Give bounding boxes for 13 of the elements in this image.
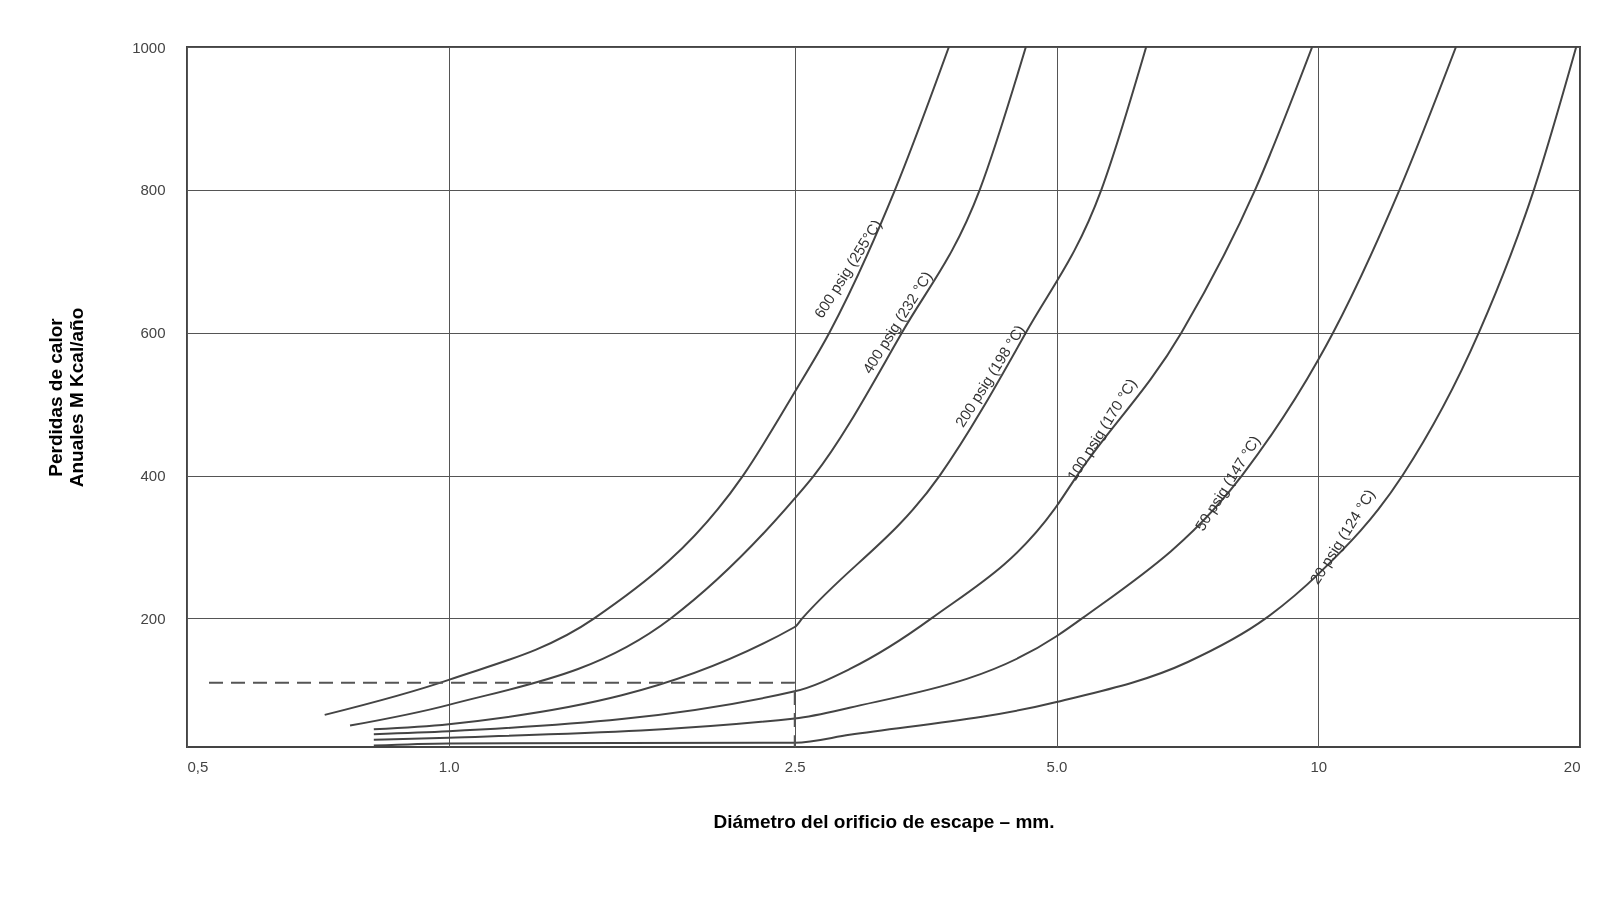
y-tick-label: 800 [140, 181, 166, 199]
x-tick-label: 1.0 [438, 757, 460, 775]
y-tick-label: 1000 [132, 38, 166, 56]
x-tick-label: 0,5 [187, 757, 209, 775]
x-tick-label: 10 [1310, 757, 1328, 775]
x-axis-title: Diámetro del orificio de escape – mm. [713, 810, 1055, 832]
x-tick-label: 5.0 [1046, 757, 1068, 775]
y-tick-label: 200 [140, 609, 166, 627]
y-tick-label: 400 [140, 467, 166, 485]
x-tick-label: 2.5 [784, 757, 806, 775]
x-tick-label: 20 [1563, 757, 1581, 775]
y-tick-label: 600 [140, 324, 166, 342]
y-axis-title: Perdidas de calor Anuales M Kcal/año [45, 307, 88, 488]
